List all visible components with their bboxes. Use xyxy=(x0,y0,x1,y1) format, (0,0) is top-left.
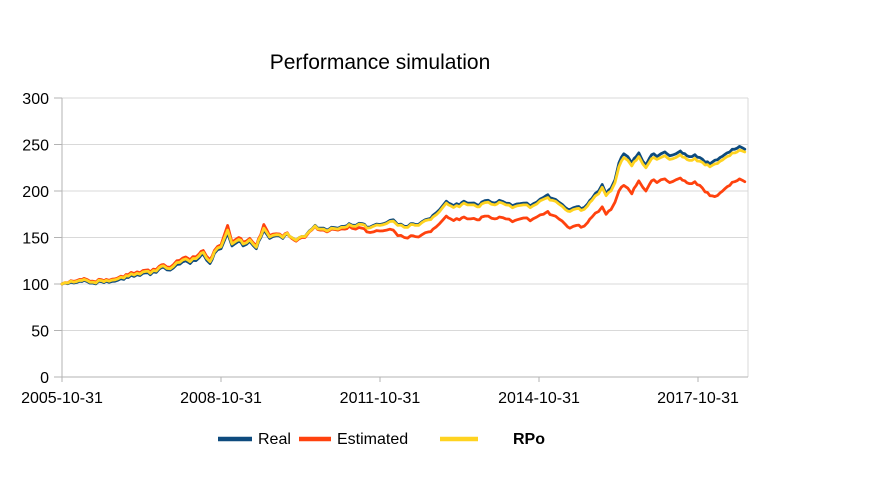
x-axis-label: 2008-10-31 xyxy=(180,390,262,407)
legend-item-rpo: RPo xyxy=(440,431,545,448)
legend: Real Estimated RPo xyxy=(218,431,545,448)
legend-label-rpo: RPo xyxy=(513,431,545,448)
y-axis-label: 250 xyxy=(22,138,49,155)
x-axis-label: 2017-10-31 xyxy=(657,390,739,407)
x-axis-labels: 2005-10-31 2008-10-31 2011-10-31 2014-10-31… xyxy=(21,390,739,407)
legend-item-real: Real xyxy=(218,431,291,448)
x-axis-label: 2011-10-31 xyxy=(340,390,421,407)
y-axis-label: 200 xyxy=(22,184,49,201)
x-axis-label: 2005-10-31 xyxy=(21,390,103,407)
series-lines xyxy=(60,145,747,286)
axes xyxy=(54,97,748,382)
y-axis-label: 0 xyxy=(40,370,49,387)
y-axis-label: 150 xyxy=(22,231,49,248)
y-axis-labels: 0 50 100 150 200 250 300 xyxy=(22,91,49,387)
y-axis-label: 100 xyxy=(22,277,49,294)
y-axis-label: 50 xyxy=(31,324,49,341)
x-axis-label: 2014-10-31 xyxy=(498,390,580,407)
legend-item-estimated: Estimated xyxy=(299,431,408,448)
legend-label-estimated: Estimated xyxy=(337,431,408,448)
y-axis-label: 300 xyxy=(22,91,49,108)
chart-title: Performance simulation xyxy=(270,51,491,74)
legend-label-real: Real xyxy=(258,431,291,448)
series-line-rpo xyxy=(60,148,747,286)
series-line-real xyxy=(60,145,747,286)
